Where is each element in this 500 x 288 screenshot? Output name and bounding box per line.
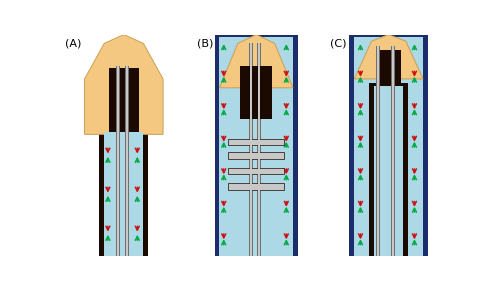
Bar: [369, 83, 408, 256]
Bar: [125, 66, 128, 256]
Bar: [214, 35, 298, 256]
Bar: [374, 86, 404, 256]
Text: (C): (C): [330, 39, 346, 49]
Bar: [228, 152, 284, 159]
Bar: [228, 183, 284, 190]
Polygon shape: [220, 35, 293, 88]
Bar: [391, 46, 394, 256]
Bar: [117, 66, 119, 256]
Bar: [377, 46, 379, 256]
Bar: [354, 37, 423, 256]
Bar: [240, 66, 272, 119]
Text: (B): (B): [198, 39, 214, 49]
Bar: [104, 132, 144, 256]
Bar: [392, 46, 394, 256]
Bar: [220, 37, 293, 256]
Bar: [126, 66, 128, 256]
Bar: [258, 43, 261, 256]
Bar: [249, 43, 252, 256]
Bar: [376, 46, 380, 256]
Bar: [258, 43, 260, 256]
Bar: [350, 35, 428, 256]
Bar: [109, 68, 138, 132]
Bar: [228, 139, 284, 145]
Text: (A): (A): [65, 39, 82, 49]
Bar: [116, 66, 120, 256]
Polygon shape: [84, 35, 163, 134]
Polygon shape: [354, 35, 423, 79]
Bar: [376, 50, 401, 86]
Bar: [228, 168, 284, 174]
Bar: [100, 128, 148, 256]
Bar: [250, 43, 252, 256]
